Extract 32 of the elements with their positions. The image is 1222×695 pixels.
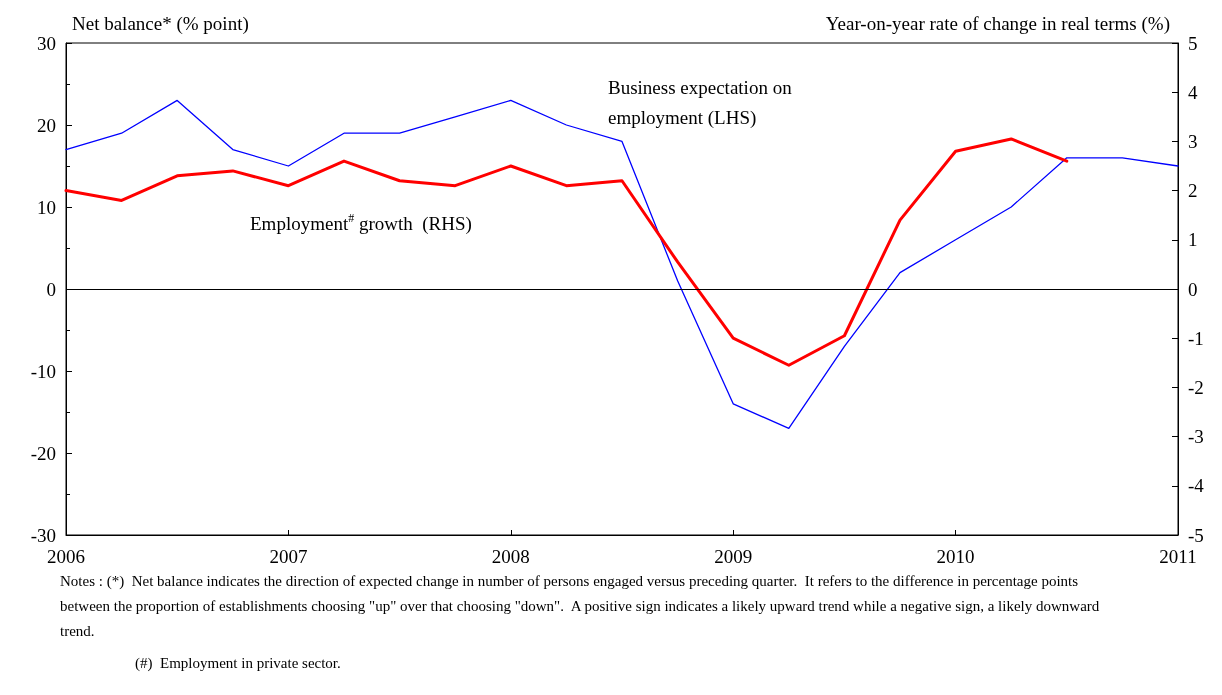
y2-tick-label: 1 — [1188, 229, 1198, 251]
line-series — [64, 137, 1069, 367]
y2-tick-label: 4 — [1188, 81, 1198, 103]
y-axis-title: Net balance* (% point) — [72, 13, 249, 35]
y-tick-label: -30 — [30, 524, 56, 546]
y2-tick-label: -1 — [1188, 327, 1204, 349]
y2-tick-label: -5 — [1188, 524, 1204, 546]
y-tick-label: 20 — [37, 114, 56, 136]
y2-tick-label: -3 — [1188, 426, 1204, 448]
y2-tick-label: 2 — [1188, 180, 1198, 202]
y-tick-label: 0 — [46, 278, 56, 300]
y2-tick-label: 5 — [1188, 32, 1198, 54]
y-tick-label: 30 — [37, 32, 56, 54]
text: Notes : (*) Net balance indicates the direction of expected change in number of persons engaged versus preceding quarter. It refers to the difference in percentage points between the proportion of establishments choosing "up" over that choosing "down". A positive sign indicates a likely upward trend while a negative sign, a likely downward trend. — [60, 572, 1104, 639]
x-tick-label: 2006 — [47, 546, 85, 567]
series-label: Business expectation on employment (LHS) — [608, 76, 797, 129]
x-tick-label: 2008 — [491, 546, 530, 567]
y-tick-label: -20 — [30, 442, 56, 464]
x-tick-label: 2011 — [1159, 546, 1197, 567]
y-tick-label: 10 — [37, 196, 56, 218]
y2-axis-title: Year-on-year rate of change in real terms (%) — [825, 13, 1171, 35]
text: (#) Employment in private sector. — [135, 654, 341, 672]
line-series — [65, 99, 1179, 430]
x-tick-label: 2009 — [714, 546, 753, 567]
x-tick-label: 2010 — [936, 546, 975, 567]
x-tick-label: 2007 — [269, 546, 308, 567]
series-label: Employment# growth (RHS) — [250, 211, 472, 235]
y2-tick-label: -2 — [1188, 376, 1204, 398]
y2-tick-label: 3 — [1188, 130, 1198, 152]
y2-tick-label: 0 — [1188, 278, 1198, 300]
y2-tick-label: -4 — [1188, 475, 1205, 497]
y-tick-label: -10 — [30, 360, 56, 382]
